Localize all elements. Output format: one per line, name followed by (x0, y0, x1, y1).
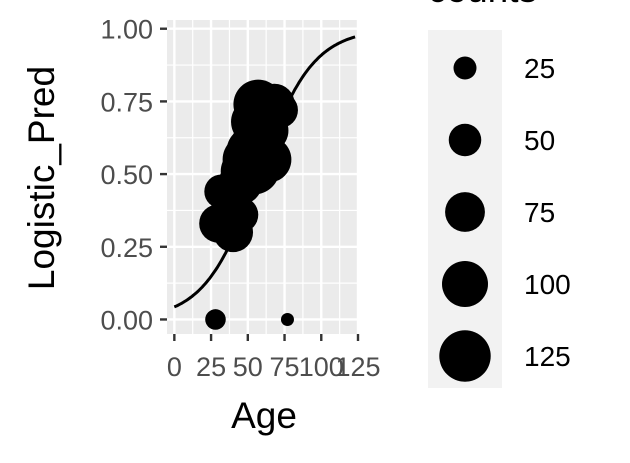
legend-key-circle (453, 56, 477, 80)
y-axis-title: Logistic_Pred (21, 66, 62, 290)
data-point (280, 312, 294, 326)
x-tick-label: 25 (196, 352, 226, 382)
grid-lines (167, 20, 360, 334)
legend-key-circle (445, 192, 485, 232)
legend-key-label: 25 (524, 53, 555, 84)
legend-key-label: 100 (524, 269, 571, 300)
x-tick-label: 100 (299, 352, 344, 382)
y-tick-label: 0.25 (100, 233, 153, 263)
legend-key-circle (442, 261, 488, 307)
x-axis-title: Age (231, 395, 297, 436)
legend-key-label: 50 (524, 125, 555, 156)
legend-key-label: 75 (524, 197, 555, 228)
legend-key-label: 125 (524, 341, 571, 372)
x-tick-label: 50 (233, 352, 263, 382)
data-point (262, 92, 298, 128)
legend: counts 25 50 75 100 125 (428, 0, 571, 388)
y-tick-label: 1.00 (100, 15, 153, 45)
legend-keys: 25 50 75 100 125 (439, 53, 571, 382)
x-tick-label: 0 (167, 352, 182, 382)
legend-key-circle (439, 330, 491, 382)
y-tick-label: 0.50 (100, 160, 153, 190)
legend-title: counts (428, 0, 537, 10)
legend-key-circle (448, 123, 482, 157)
data-point (205, 309, 226, 330)
points-layer (199, 79, 298, 330)
y-tick-label: 0.00 (100, 305, 153, 335)
x-tick-label: 125 (335, 352, 380, 382)
x-tick-label: 75 (270, 352, 300, 382)
data-point (245, 136, 292, 183)
y-tick-label: 0.75 (100, 87, 153, 117)
